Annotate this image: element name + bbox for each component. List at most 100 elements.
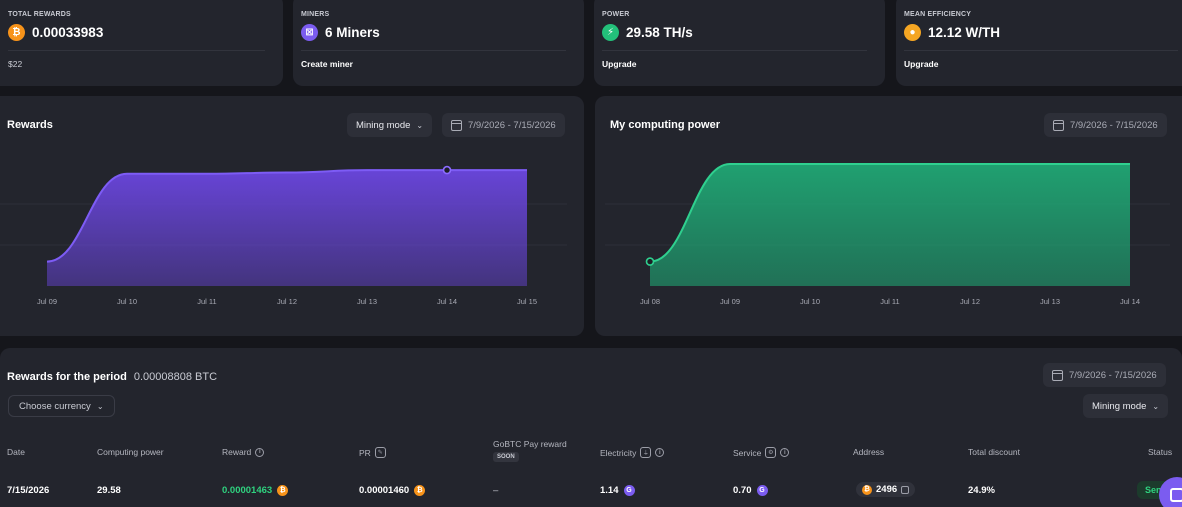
- header-pr: PR ✎: [359, 447, 386, 458]
- period-date-picker[interactable]: 7/9/2026 - 7/15/2026: [1043, 363, 1166, 387]
- cell-electricity: 1.14 G: [600, 485, 635, 496]
- x-tick-label: Jul 11: [197, 297, 216, 306]
- header-date: Date: [7, 447, 25, 457]
- x-tick-label: Jul 14: [1120, 297, 1140, 306]
- x-tick-label: Jul 13: [1040, 297, 1060, 306]
- cell-pr: 0.00001460 ₿: [359, 485, 426, 496]
- rewards-date-picker[interactable]: 7/9/2026 - 7/15/2026: [442, 113, 565, 137]
- date-range: 7/9/2026 - 7/15/2026: [1070, 119, 1158, 131]
- header-reward: Reward i: [222, 447, 265, 457]
- info-icon[interactable]: i: [655, 448, 665, 457]
- bitcoin-icon: ₿: [414, 485, 426, 496]
- cell-gobtc: –: [493, 485, 499, 496]
- stat-value: 6 Miners: [325, 25, 380, 40]
- header-status: Status: [1148, 447, 1173, 457]
- stat-card-power: POWER ⚡ 29.58 TH/s Upgrade: [594, 0, 885, 86]
- chevron-down-icon: ⌄: [1152, 401, 1160, 411]
- bitcoin-icon: ₿: [277, 485, 289, 496]
- period-value: 0.00008808 BTC: [133, 371, 218, 383]
- address-chip[interactable]: ₿ 2496: [856, 482, 916, 497]
- info-icon[interactable]: i: [780, 448, 790, 457]
- mode-label: Mining mode: [1092, 400, 1147, 412]
- stat-value: 12.12 W/TH: [928, 25, 1001, 40]
- calendar-icon: [1053, 119, 1064, 131]
- currency-label: Choose currency: [19, 400, 91, 412]
- stat-value: 29.58 TH/s: [626, 25, 693, 40]
- header-gobtc: GoBTC Pay reward: [493, 439, 567, 449]
- plug-icon: ⏚: [640, 447, 652, 458]
- cell-computing-power: 29.58: [97, 485, 121, 496]
- x-tick-label: Jul 08: [640, 297, 660, 306]
- info-icon[interactable]: i: [255, 447, 265, 457]
- stat-label: TOTAL REWARDS: [8, 11, 71, 18]
- cell-reward: 0.00001463 ₿: [222, 485, 289, 496]
- upgrade-power-link[interactable]: Upgrade: [602, 59, 637, 69]
- area-fill: [650, 164, 1130, 286]
- copy-icon: [901, 485, 910, 494]
- rewards-chart-title: Rewards: [7, 119, 53, 131]
- x-tick-label: Jul 11: [880, 297, 899, 306]
- pr-icon: ✎: [374, 447, 386, 458]
- service-icon: ⚙: [765, 447, 777, 458]
- soon-badge: SOON: [493, 452, 519, 462]
- data-point-marker[interactable]: [645, 257, 655, 266]
- x-tick-label: Jul 15: [517, 297, 537, 306]
- series-line: [649, 163, 1130, 263]
- rewards-period-card: Rewards for the period 0.00008808 BTC 7/…: [0, 348, 1182, 507]
- rewards-chart-card: Rewards Mining mode ⌄ 7/9/2026 - 7/15/20…: [0, 96, 584, 336]
- header-service: Service ⚙ i: [733, 447, 790, 458]
- period-title-text: Rewards for the period: [7, 371, 127, 383]
- gomining-token-icon: G: [756, 485, 768, 496]
- stat-sub: $22: [8, 59, 23, 69]
- x-tick-label: Jul 09: [720, 297, 740, 306]
- date-range: 7/9/2026 - 7/15/2026: [1069, 369, 1157, 381]
- chat-support-button[interactable]: [1159, 477, 1182, 507]
- x-tick-label: Jul 12: [960, 297, 980, 306]
- stat-label: MINERS: [301, 11, 330, 18]
- header-address: Address: [853, 447, 885, 457]
- choose-currency-select[interactable]: Choose currency ⌄: [8, 395, 115, 417]
- lightning-icon: ⚡: [602, 24, 619, 41]
- rewards-mining-mode-select[interactable]: Mining mode ⌄: [347, 113, 433, 137]
- power-chart-card: My computing power 7/9/2026 - 7/15/2026 …: [595, 96, 1182, 336]
- period-title: Rewards for the period 0.00008808 BTC: [7, 371, 217, 383]
- chat-icon: [1170, 488, 1182, 502]
- stat-card-total-rewards: TOTAL REWARDS ₿ 0.00033983 $22: [0, 0, 283, 86]
- bitcoin-icon: ₿: [862, 484, 872, 495]
- calendar-icon: [1052, 369, 1063, 381]
- x-tick-label: Jul 10: [800, 297, 820, 306]
- miner-icon: ⊠: [301, 24, 318, 41]
- cell-date: 7/15/2026: [7, 485, 50, 496]
- calendar-icon: [451, 119, 462, 131]
- x-tick-label: Jul 12: [277, 297, 297, 306]
- stat-label: POWER: [602, 11, 630, 18]
- header-electricity: Electricity ⏚ i: [600, 447, 665, 458]
- bitcoin-icon: ₿: [8, 24, 25, 41]
- x-tick-label: Jul 13: [357, 297, 377, 306]
- upgrade-efficiency-link[interactable]: Upgrade: [904, 59, 939, 69]
- x-tick-label: Jul 09: [37, 297, 57, 306]
- cell-address: ₿ 2496: [856, 482, 916, 497]
- x-tick-label: Jul 10: [117, 297, 137, 306]
- chevron-down-icon: ⌄: [416, 120, 424, 130]
- mode-label: Mining mode: [356, 119, 411, 131]
- power-date-picker[interactable]: 7/9/2026 - 7/15/2026: [1044, 113, 1167, 137]
- create-miner-link[interactable]: Create miner: [301, 59, 353, 69]
- bulb-icon: ●: [904, 24, 921, 41]
- stat-label: MEAN EFFICIENCY: [904, 11, 972, 18]
- period-mining-mode-select[interactable]: Mining mode ⌄: [1083, 394, 1169, 418]
- data-point-marker[interactable]: [442, 165, 452, 175]
- power-area-chart: Jul 08 Jul 09 Jul 10 Jul 11 Jul 12 Jul 13 Jul …: [605, 163, 1170, 306]
- chevron-down-icon: ⌄: [96, 401, 104, 411]
- x-tick-label: Jul 14: [437, 297, 457, 306]
- cell-total-discount: 24.9%: [968, 485, 995, 496]
- stat-card-miners: MINERS ⊠ 6 Miners Create miner: [293, 0, 584, 86]
- gomining-token-icon: G: [623, 485, 635, 496]
- header-total-discount: Total discount: [968, 447, 1020, 457]
- date-range: 7/9/2026 - 7/15/2026: [468, 119, 556, 131]
- power-chart-title: My computing power: [610, 119, 720, 131]
- stat-card-mean-efficiency: MEAN EFFICIENCY ● 12.12 W/TH Upgrade: [896, 0, 1182, 86]
- header-computing-power: Computing power: [97, 447, 164, 457]
- stat-value: 0.00033983: [32, 25, 104, 40]
- rewards-area-chart: Jul 09 Jul 10 Jul 11 Jul 12 Jul 13 Jul 14 Jul …: [0, 165, 567, 306]
